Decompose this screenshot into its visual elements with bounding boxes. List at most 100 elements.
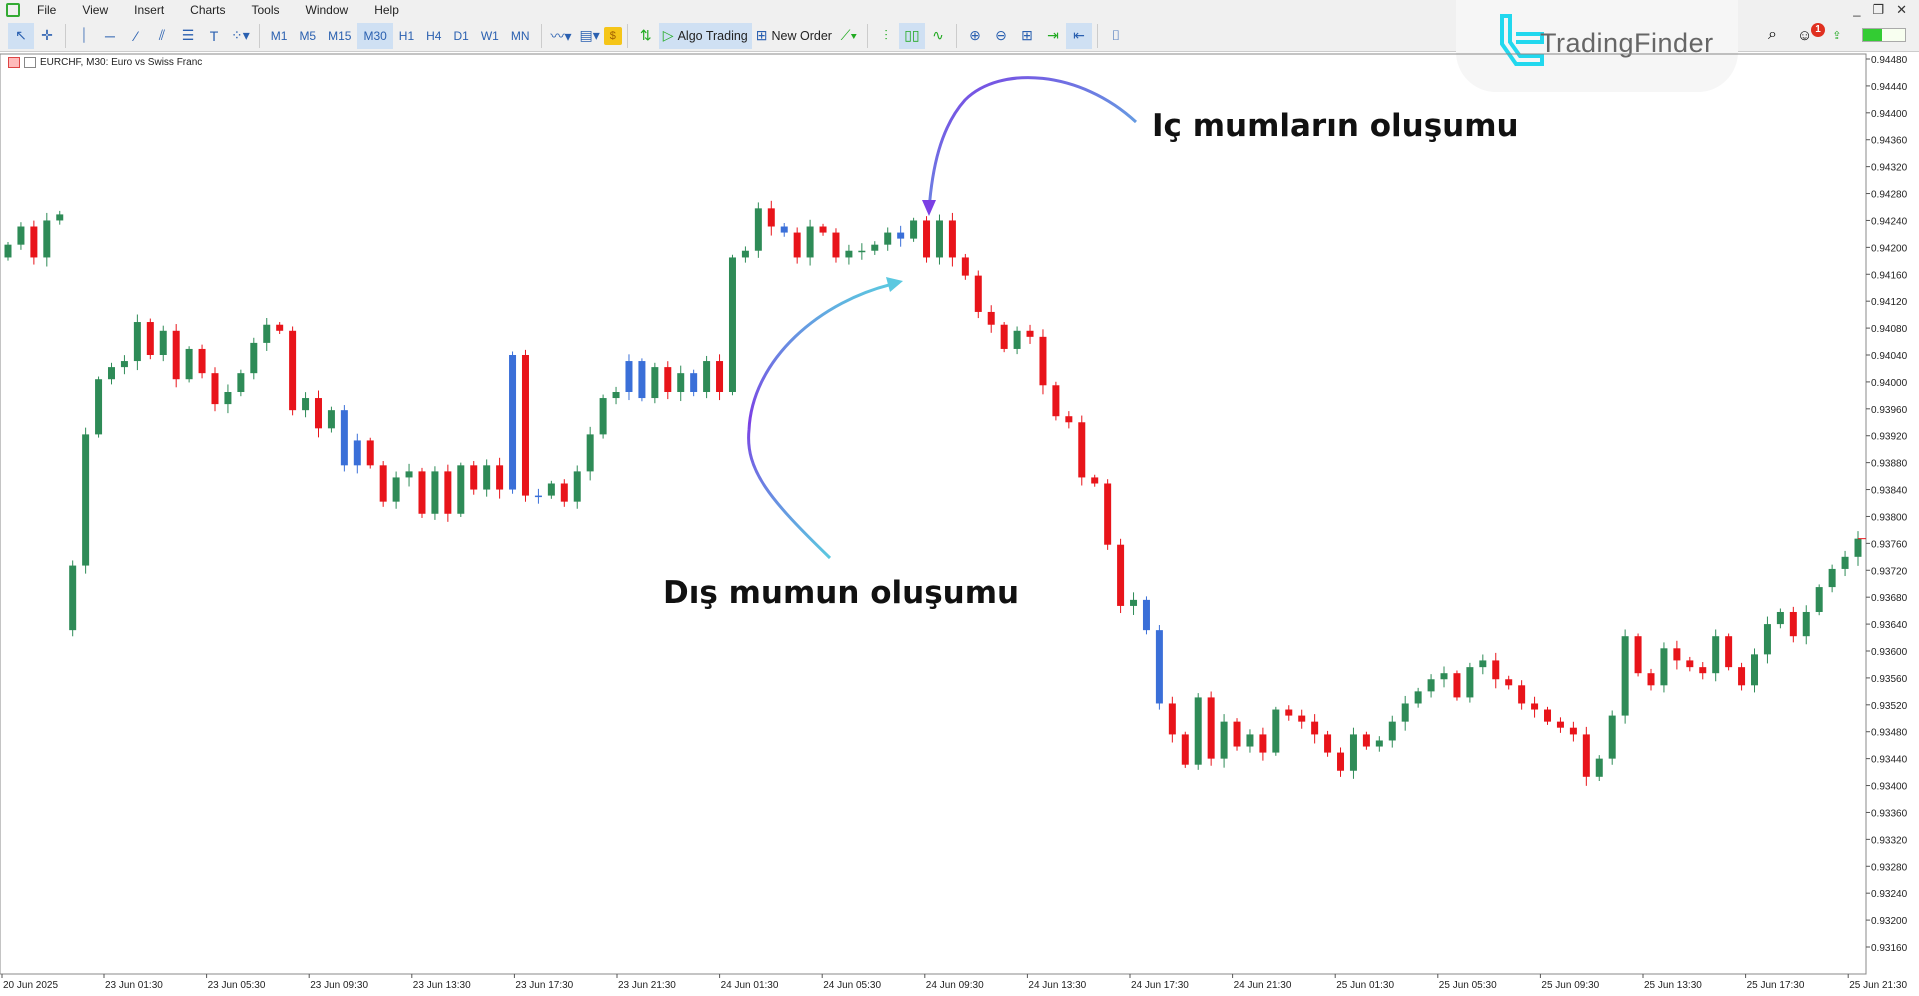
candle-body [716,361,724,392]
menu-insert[interactable]: Insert [134,3,165,17]
candle-body [1738,667,1746,686]
minimize-icon[interactable]: _ [1853,2,1861,17]
candle-body [353,440,361,466]
candle-body [1479,660,1487,668]
menu-view[interactable]: View [82,3,109,17]
timeframe-m30[interactable]: M30 [357,22,393,49]
candle-body [806,226,814,258]
candle-body [289,330,297,411]
text-icon[interactable]: T [209,27,219,44]
price-tick-label: 0.93440 [1871,755,1908,766]
shapes-icon[interactable]: ⁘▾ [231,27,250,43]
candle-body [1233,721,1241,747]
menu-help[interactable]: Help [374,3,399,17]
algo-trading-button[interactable]: ▷ Algo Trading [658,22,752,49]
price-tick-label: 0.93760 [1871,539,1908,550]
channel-icon[interactable]: ⫽ [158,27,166,43]
trade-arrows-icon[interactable]: ⇅ [639,27,652,43]
candle-body [1324,734,1332,753]
candle-body [638,361,646,399]
menu-window[interactable]: Window [305,3,349,17]
timeframe-m15[interactable]: M15 [328,28,352,43]
fibonacci-icon[interactable]: ☰ [181,27,195,43]
candle-body [276,324,284,331]
candle-body [431,471,439,514]
grid-icon[interactable]: ⊞ [1021,27,1033,43]
candle-body [1725,636,1733,668]
restore-icon[interactable]: ❐ [1872,2,1885,17]
time-axis[interactable]: 20 Jun 2025 23 Jun 01:30 23 Jun 05:30 23 Ju… [1,974,1907,991]
timeframe-d1[interactable]: D1 [453,28,469,43]
vps-icon[interactable]: ⇪ [1832,29,1842,42]
candle-body [1440,673,1448,680]
horizontal-line-icon[interactable]: ─ [105,27,115,44]
zoom-in-icon[interactable]: ⊕ [969,27,981,43]
candle-body [95,379,103,435]
time-tick-label: 23 Jun 21:30 [618,980,676,991]
candle-body [1660,648,1668,686]
bar-chart-icon[interactable]: ⫶ [884,27,888,43]
candle-body [1453,673,1461,698]
timeframe-w1[interactable]: W1 [480,28,499,43]
candle-body [612,392,620,399]
price-tick-label: 0.93280 [1871,862,1908,873]
candle-body [1518,685,1526,704]
autoscroll-icon[interactable]: ⇥ [1047,27,1059,43]
menu-tools[interactable]: Tools [251,3,280,17]
candle-body [1337,752,1345,771]
vertical-line-icon[interactable]: ⏐ [80,27,88,43]
cursor-icon[interactable]: ↖ [8,22,34,49]
screenshot-icon[interactable]: ⌷ [1111,27,1121,43]
price-tick-label: 0.93160 [1871,943,1908,954]
candle-body [56,214,64,221]
chart-type-icon[interactable]: 〰▾ [550,27,572,44]
search-icon[interactable]: ⌕ [1768,26,1777,43]
candle-body [1544,709,1552,722]
price-tick-label: 0.93720 [1871,566,1908,577]
time-tick-label: 24 Jun 09:30 [926,980,984,991]
new-order-button[interactable]: ⊞ New Order [752,23,836,49]
candle-body [935,220,943,258]
price-tick-label: 0.93840 [1871,486,1908,497]
menu-charts[interactable]: Charts [190,3,226,17]
crosshair-icon[interactable]: ✛ [41,27,53,43]
timeframe-mn[interactable]: MN [510,28,530,43]
timeframe-h4[interactable]: H4 [426,28,442,43]
candle-body [392,477,400,502]
timeframe-m1[interactable]: M1 [270,28,288,43]
trendline-icon[interactable]: ⁄ [134,27,138,44]
menu-file[interactable]: File [37,3,57,17]
timeframe-h1[interactable]: H1 [398,28,415,43]
play-icon: ▷ [662,27,674,43]
candle-body [1763,624,1771,655]
candlestick-icon[interactable]: ▯▯ [898,22,925,49]
zoom-out-icon[interactable]: ⊖ [995,27,1007,43]
candle-body [1531,703,1539,710]
indicators-icon[interactable]: ▤▾ [579,27,600,43]
candle-body [741,250,749,258]
candle-body [1841,556,1849,569]
outside-bar-arrow [747,281,898,560]
candle-body [1130,599,1138,606]
candle-body [845,250,853,258]
price-tick-label: 0.93200 [1871,916,1908,927]
candle-body [1375,740,1383,747]
candle-body [1259,734,1267,753]
notification-badge: 1 [1810,22,1825,37]
dollar-icon[interactable]: $ [603,26,622,45]
chart-shift-icon[interactable]: ⇤ [1065,22,1092,49]
time-tick-label: 25 Jun 21:30 [1849,980,1907,991]
account-icon[interactable]: ☺ 1 [1797,22,1825,44]
price-axis[interactable]: 0.94480 0.94440 0.94400 0.94360 0.94320 0.942… [1866,55,1908,954]
candle-body [1776,611,1784,625]
candle-body [509,355,517,490]
signal-icon[interactable]: ⟋▾ [840,27,858,43]
inside-bars-arrowhead [922,200,936,216]
line-chart-icon[interactable]: ∿ [932,27,944,43]
candle-body [120,361,128,368]
time-tick-label: 25 Jun 01:30 [1336,980,1394,991]
candle-body [1388,721,1396,741]
close-icon[interactable]: ✕ [1896,2,1907,17]
timeframe-m5[interactable]: M5 [299,28,317,43]
